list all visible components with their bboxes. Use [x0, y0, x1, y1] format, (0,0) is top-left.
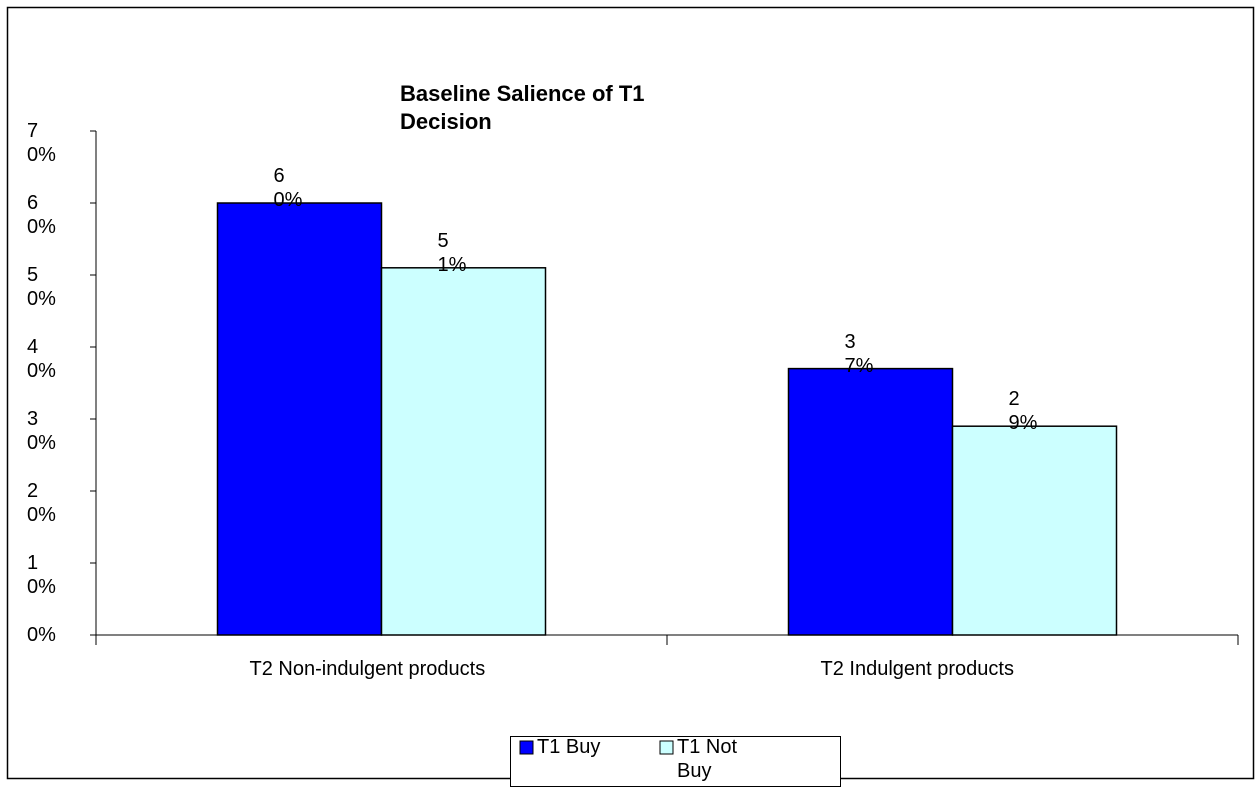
y-tick-label: 0%: [27, 624, 56, 646]
legend-box: [510, 736, 841, 787]
y-tick-label: 10%: [27, 552, 56, 598]
bar: [951, 425, 1118, 636]
bar: [787, 367, 954, 636]
bar: [380, 267, 547, 636]
data-label: 29%: [1008, 388, 1038, 435]
y-tick-label: 20%: [27, 480, 56, 526]
y-tick-label: 50%: [27, 264, 56, 310]
data-label: 51%: [437, 229, 467, 276]
legend-swatch: [519, 740, 534, 755]
legend-label: T1 Not Buy: [677, 736, 738, 782]
y-tick-label: 70%: [27, 120, 56, 166]
legend-label: T1 Buy: [537, 736, 601, 758]
chart-title: Baseline Salience of T1 Decision: [400, 81, 645, 134]
data-label: 37%: [844, 330, 874, 377]
y-tick-label: 30%: [27, 408, 56, 454]
legend-swatch: [659, 740, 674, 755]
y-tick-label: 60%: [27, 192, 56, 238]
data-label: 60%: [273, 165, 303, 211]
bar: [216, 202, 383, 636]
y-tick-label: 40%: [27, 336, 56, 382]
x-tick-label: T2 Indulgent products: [820, 658, 1014, 680]
x-tick-label: T2 Non-indulgent products: [249, 658, 486, 680]
